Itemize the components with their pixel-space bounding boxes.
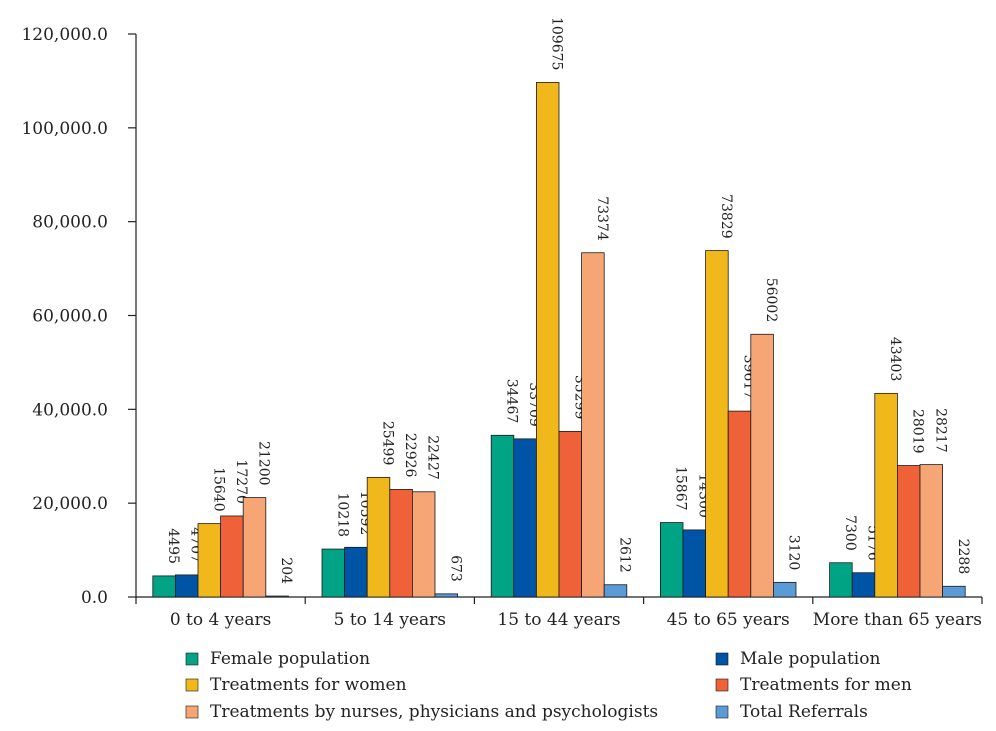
data-label: 73374 [594, 196, 610, 241]
data-label: 4495 [165, 528, 181, 564]
legend-item: Male population [715, 649, 880, 669]
bar [851, 572, 876, 598]
legend-item: Female population [185, 649, 370, 669]
bar [174, 574, 199, 598]
legend-item: Treatments for women [185, 675, 407, 695]
legend-swatch [185, 652, 199, 666]
bar [265, 595, 289, 598]
data-label: 56002 [763, 278, 779, 323]
data-label: 2612 [617, 537, 633, 573]
bar [603, 584, 628, 598]
legend-label: Total Referrals [740, 702, 868, 722]
legend-swatch [715, 652, 729, 666]
bar [705, 250, 729, 598]
data-label: 43403 [887, 337, 903, 382]
data-label: 3120 [786, 535, 802, 571]
bar [897, 465, 921, 598]
bar [242, 497, 267, 598]
legend-swatch [185, 705, 199, 719]
legend-item: Treatments by nurses, physicians and psy… [185, 702, 658, 722]
data-label: 204 [278, 557, 294, 584]
bar [197, 523, 222, 598]
legend: Female population Male population Treatmen… [185, 649, 912, 722]
y-tick-label: 80,000.0 [32, 213, 108, 233]
data-label: 28019 [910, 409, 926, 454]
category-label: 15 to 44 years [497, 610, 620, 630]
data-label: 7300 [842, 515, 858, 551]
data-label: 21200 [256, 441, 272, 486]
data-label: 673 [447, 555, 463, 582]
x-axis: 0 to 4 years 5 to 14 years 15 to 44 years 4… [135, 596, 983, 630]
legend-label: Treatments by nurses, physicians and psy… [210, 702, 658, 722]
data-label: 15640 [210, 467, 226, 512]
data-label: 2288 [955, 539, 971, 575]
bar [321, 548, 346, 598]
bar [942, 585, 966, 598]
bar [389, 489, 413, 598]
data-label: 28217 [932, 408, 948, 453]
bar [874, 392, 898, 598]
legend-swatch [185, 678, 199, 692]
y-tick-label: 0.0 [81, 588, 108, 608]
y-axis: 0.0 20,000.0 40,000.0 60,000.0 80,000.0 100,0… [21, 25, 137, 608]
bar [829, 562, 853, 598]
legend-label: Female population [210, 649, 370, 669]
bar [513, 438, 537, 598]
bar [536, 82, 560, 598]
legend-item: Treatments for men [715, 675, 912, 695]
data-label: 22926 [402, 433, 418, 478]
data-label: 10218 [334, 493, 350, 538]
bar [660, 522, 684, 598]
y-tick-label: 60,000.0 [32, 307, 108, 327]
legend-label: Male population [740, 649, 880, 669]
y-tick-label: 100,000.0 [21, 119, 108, 139]
bar [581, 252, 605, 598]
legend-item: Total Referrals [715, 702, 868, 722]
category-label: 45 to 65 years [667, 610, 790, 630]
bar [366, 476, 391, 598]
data-label: 34467 [504, 379, 520, 424]
y-tick-label: 120,000.0 [21, 25, 108, 45]
legend-label: Treatments for men [740, 675, 912, 695]
bar [434, 593, 459, 598]
category-label: More than 65 years [813, 610, 982, 630]
y-tick-label: 40,000.0 [32, 400, 108, 420]
bar [411, 491, 436, 598]
data-label: 17270 [233, 459, 249, 504]
legend-swatch [715, 705, 729, 719]
category-label: 5 to 14 years [334, 610, 446, 630]
bar [344, 546, 368, 598]
data-label: 73829 [718, 194, 734, 239]
bar [727, 410, 752, 598]
bar [682, 529, 707, 598]
bar [220, 515, 244, 598]
data-label: 22427 [425, 435, 441, 480]
data-label: 109675 [549, 17, 565, 70]
y-tick-label: 20,000.0 [32, 494, 108, 514]
bar [919, 464, 944, 598]
legend-swatch [715, 678, 729, 692]
data-label: 25499 [380, 421, 396, 466]
bar [773, 581, 797, 598]
category-label: 0 to 4 years [170, 610, 272, 630]
bar [750, 333, 774, 598]
data-label: 15867 [673, 466, 689, 511]
bar [490, 434, 515, 598]
legend-label: Treatments for women [210, 675, 407, 695]
bar [152, 575, 176, 598]
bar [558, 430, 583, 598]
